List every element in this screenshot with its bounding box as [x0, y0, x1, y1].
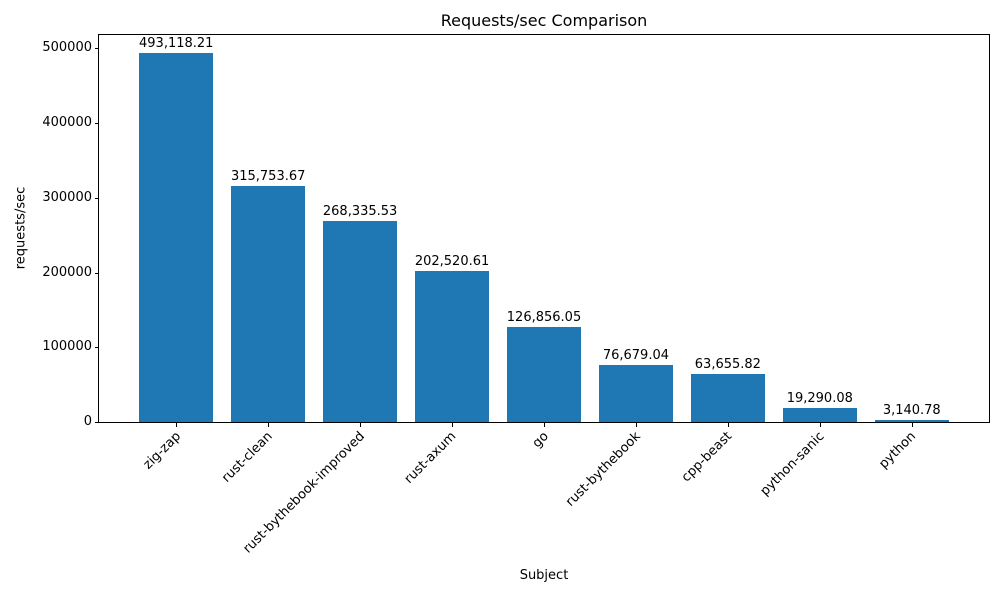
x-tick-label: python — [876, 429, 920, 472]
x-tick-label: python-sanic — [757, 429, 828, 499]
x-tick-mark — [819, 423, 821, 427]
y-tick-mark — [95, 197, 99, 199]
bar — [783, 407, 857, 422]
bar-value-label: 126,856.05 — [506, 310, 582, 326]
y-tick-label: 400000 — [42, 115, 92, 131]
bar-value-label: 493,118.21 — [139, 36, 214, 52]
bar-value-label: 3,140.78 — [882, 402, 941, 418]
chart-title: Requests/sec Comparison — [440, 11, 648, 30]
bar — [507, 327, 581, 422]
y-tick-mark — [95, 48, 99, 50]
x-tick-mark — [452, 423, 454, 427]
y-tick-label: 100000 — [42, 339, 92, 355]
bar — [323, 221, 397, 422]
bar-value-label: 76,679.04 — [602, 347, 670, 363]
bar-value-label: 268,335.53 — [322, 204, 398, 220]
x-tick-label: rust-axum — [401, 429, 460, 487]
y-tick-label: 300000 — [42, 189, 92, 205]
bar — [139, 53, 213, 422]
y-tick-mark — [95, 347, 99, 349]
y-tick-mark — [95, 272, 99, 274]
x-tick-label: rust-clean — [219, 429, 276, 486]
bar-value-label: 19,290.08 — [786, 390, 853, 406]
x-tick-mark — [544, 423, 545, 427]
x-tick-label: rust-bythebook — [562, 429, 644, 510]
x-tick-mark — [727, 423, 729, 427]
bar — [231, 185, 305, 422]
bar-value-label: 63,655.82 — [694, 357, 761, 373]
y-tick-mark — [95, 422, 99, 423]
x-tick-label: zig-zap — [140, 429, 184, 473]
y-tick-label: 0 — [83, 414, 92, 429]
x-tick-label: go — [529, 429, 552, 452]
x-tick-mark — [268, 423, 270, 427]
bar — [599, 364, 673, 422]
bar — [691, 374, 765, 422]
x-tick-mark — [911, 423, 913, 427]
y-tick-mark — [95, 123, 99, 125]
y-tick-label: 500000 — [42, 40, 92, 56]
bar — [874, 419, 949, 422]
y-tick-label: 200000 — [42, 264, 92, 280]
x-tick-mark — [635, 423, 637, 427]
x-tick-mark — [360, 423, 362, 427]
x-tick-mark — [176, 423, 178, 427]
bar-value-label: 315,753.67 — [230, 168, 306, 184]
bar-value-label: 202,520.61 — [414, 253, 490, 269]
bar — [415, 270, 489, 422]
x-axis-label: Subject — [519, 568, 569, 583]
x-tick-label: cpp-beast — [679, 429, 736, 486]
